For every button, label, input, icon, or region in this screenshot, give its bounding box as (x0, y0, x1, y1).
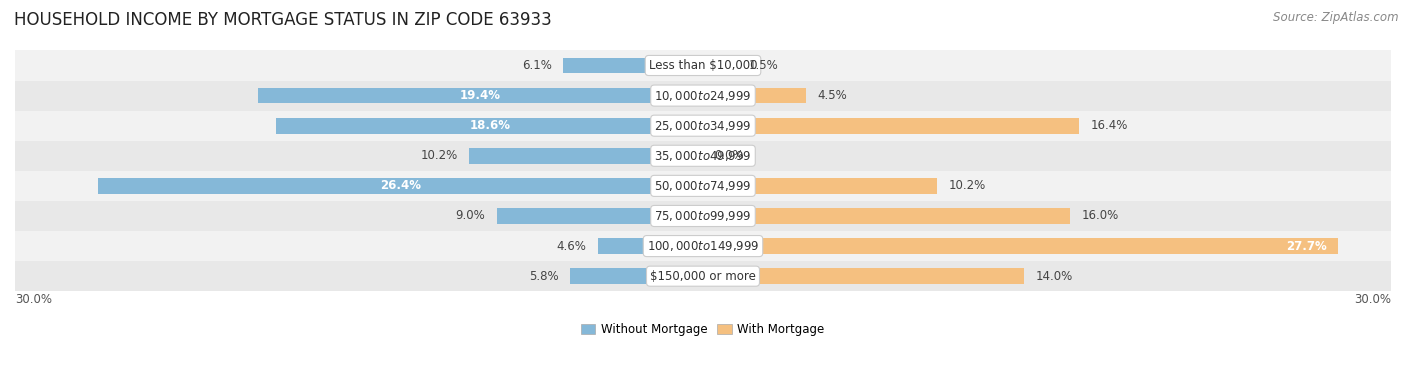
Text: 10.2%: 10.2% (420, 149, 457, 162)
Bar (569, 268, 703, 284)
Bar (15, 171, 1391, 201)
Bar (703, 238, 1339, 254)
Bar (598, 238, 703, 254)
Bar (277, 118, 703, 133)
Text: 30.0%: 30.0% (1354, 293, 1391, 306)
Bar (15, 231, 1391, 261)
Bar (703, 178, 936, 194)
Text: 1.5%: 1.5% (749, 59, 779, 72)
Text: 18.6%: 18.6% (470, 119, 510, 132)
Bar (259, 88, 703, 103)
Bar (15, 51, 1391, 81)
Text: $75,000 to $99,999: $75,000 to $99,999 (654, 209, 752, 223)
Text: 14.0%: 14.0% (1036, 270, 1073, 283)
Text: $50,000 to $74,999: $50,000 to $74,999 (654, 179, 752, 193)
Legend: Without Mortgage, With Mortgage: Without Mortgage, With Mortgage (576, 318, 830, 340)
Text: 9.0%: 9.0% (456, 210, 485, 222)
Text: 27.7%: 27.7% (1286, 239, 1327, 253)
Bar (564, 58, 703, 73)
Text: Source: ZipAtlas.com: Source: ZipAtlas.com (1274, 11, 1399, 24)
Text: 4.6%: 4.6% (557, 239, 586, 253)
Bar (703, 118, 1080, 133)
Bar (97, 178, 703, 194)
Text: Less than $10,000: Less than $10,000 (648, 59, 758, 72)
Bar (703, 88, 806, 103)
Bar (703, 208, 1070, 224)
Bar (703, 58, 737, 73)
Text: $150,000 or more: $150,000 or more (650, 270, 756, 283)
Text: 30.0%: 30.0% (15, 293, 52, 306)
Text: 5.8%: 5.8% (529, 270, 558, 283)
Text: 16.0%: 16.0% (1081, 210, 1119, 222)
Text: 0.0%: 0.0% (714, 149, 744, 162)
Bar (15, 201, 1391, 231)
Bar (703, 268, 1024, 284)
Text: 26.4%: 26.4% (380, 179, 420, 192)
Text: 4.5%: 4.5% (818, 89, 848, 102)
Text: $25,000 to $34,999: $25,000 to $34,999 (654, 119, 752, 133)
Bar (15, 141, 1391, 171)
Text: $35,000 to $49,999: $35,000 to $49,999 (654, 149, 752, 163)
Text: 10.2%: 10.2% (949, 179, 986, 192)
Bar (15, 81, 1391, 110)
Text: 6.1%: 6.1% (522, 59, 551, 72)
Text: 16.4%: 16.4% (1091, 119, 1128, 132)
Bar (496, 208, 703, 224)
Bar (15, 110, 1391, 141)
Text: $100,000 to $149,999: $100,000 to $149,999 (647, 239, 759, 253)
Text: $10,000 to $24,999: $10,000 to $24,999 (654, 89, 752, 103)
Bar (15, 261, 1391, 291)
Bar (470, 148, 703, 164)
Text: HOUSEHOLD INCOME BY MORTGAGE STATUS IN ZIP CODE 63933: HOUSEHOLD INCOME BY MORTGAGE STATUS IN Z… (14, 11, 551, 29)
Text: 19.4%: 19.4% (460, 89, 501, 102)
